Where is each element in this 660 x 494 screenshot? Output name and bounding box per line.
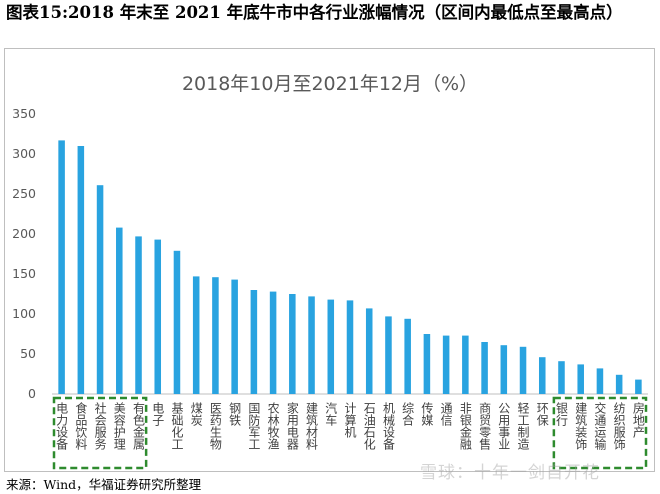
bars <box>58 140 642 394</box>
bar <box>365 308 373 394</box>
x-tick-label: 农林牧渔 <box>266 402 280 450</box>
x-tick-label: 有色金属 <box>132 402 146 451</box>
bar <box>481 342 488 394</box>
bar <box>423 334 431 394</box>
bar <box>269 291 277 394</box>
x-tick-label: 电力设备 <box>55 402 69 451</box>
source-note: 来源：Wind，华福证券研究所整理 <box>6 477 202 492</box>
x-tick-label: 轻工制造 <box>516 402 530 450</box>
x-tick-label: 石油石化 <box>362 402 376 451</box>
x-tick-label: 社会服务 <box>93 401 107 450</box>
x-tick-label: 纺织服饰 <box>612 402 626 450</box>
x-tick-label: 建筑材料 <box>305 402 319 450</box>
bar <box>442 335 450 394</box>
y-tick-label: 200 <box>12 226 36 241</box>
x-tick-label: 国防军工 <box>247 402 261 450</box>
bar <box>77 146 85 394</box>
highlight-box <box>552 396 648 470</box>
x-tick-label: 银行 <box>554 402 568 426</box>
bar <box>385 316 392 394</box>
x-tick-label: 医药生物 <box>208 402 222 450</box>
bar <box>192 276 200 394</box>
bar <box>116 227 123 394</box>
figure-title: 图表15:2018 年末至 2021 年底牛市中各行业涨幅情况（区间内最低点至最… <box>6 3 623 22</box>
chart-frame <box>4 48 655 472</box>
x-tick-label: 建筑装饰 <box>574 402 588 450</box>
y-tick-label: 0 <box>28 386 36 401</box>
highlight-box <box>52 396 148 470</box>
x-tick-label: 汽车 <box>324 401 338 427</box>
chart-title: 2018年10月至2021年12月（%） <box>182 73 478 95</box>
bar <box>577 364 584 394</box>
x-tick-label: 综合 <box>401 402 415 426</box>
highlight-boxes <box>52 396 648 470</box>
x-tick-label: 公用事业 <box>497 402 511 450</box>
bar <box>462 335 469 394</box>
bar <box>289 294 296 394</box>
x-tick-label: 食品饮料 <box>74 401 88 450</box>
x-tick-label: 环保 <box>535 402 549 426</box>
x-tick-label: 煤炭 <box>189 402 203 427</box>
bar <box>96 185 104 394</box>
x-tick-label: 房地产 <box>631 401 645 439</box>
x-tick-label: 美容护理 <box>112 402 126 450</box>
x-tick-label: 家用电器 <box>285 401 299 451</box>
bar <box>212 277 219 394</box>
bar <box>404 318 411 394</box>
x-tick-label: 非银金融 <box>458 402 472 451</box>
bar <box>250 290 258 394</box>
x-tick-label: 钢铁 <box>228 402 242 426</box>
x-tick-label: 基础化工 <box>170 402 184 450</box>
bar <box>308 296 315 394</box>
bar <box>558 361 565 394</box>
y-tick-label: 100 <box>12 306 36 321</box>
x-tick-label: 商贸零售 <box>478 401 492 450</box>
y-tick-label: 250 <box>12 186 36 201</box>
y-tick-label: 350 <box>12 106 36 121</box>
x-tick-label: 电子 <box>151 402 165 426</box>
bar <box>615 374 623 394</box>
bar <box>154 239 162 394</box>
bar <box>327 299 335 394</box>
bar <box>519 346 527 394</box>
bar <box>635 379 642 394</box>
bar <box>231 279 238 394</box>
y-tick-label: 150 <box>12 266 36 281</box>
bar <box>500 345 508 394</box>
x-tick-label: 机械设备 <box>381 402 395 451</box>
watermark: 雪球：十年一剑自开花 <box>420 463 600 483</box>
x-tick-label: 交通运输 <box>593 401 607 451</box>
x-axis-labels: 电力设备 食品饮料 社会服务 美容护理 有色金属 电子 基础化工 煤炭 医药生物 钢铁 国防军工 农林… <box>55 401 646 451</box>
bar <box>538 357 546 394</box>
y-tick-label: 50 <box>20 346 36 361</box>
bar <box>58 140 65 394</box>
bar <box>135 236 142 394</box>
x-tick-label: 通信 <box>439 402 453 427</box>
bar <box>596 368 604 394</box>
x-tick-label: 计算机 <box>343 402 357 438</box>
y-tick-label: 300 <box>12 146 36 161</box>
bar <box>346 300 354 394</box>
x-tick-label: 传媒 <box>420 401 434 426</box>
bar <box>173 250 181 394</box>
